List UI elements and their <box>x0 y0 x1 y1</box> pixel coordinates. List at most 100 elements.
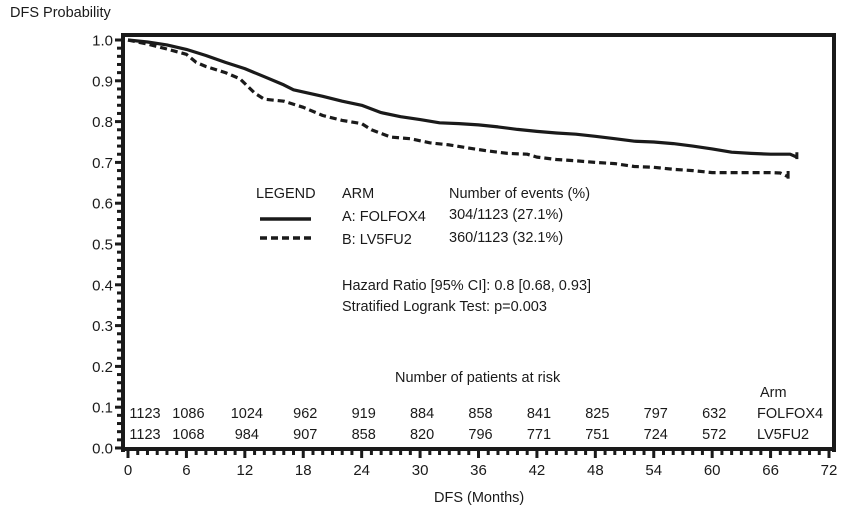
risk-value: 1123 <box>129 427 160 443</box>
x-major-tick <box>769 450 773 458</box>
y-minor-tick <box>117 266 122 270</box>
legend-events-b: 360/1123 (32.1%) <box>449 230 563 246</box>
x-minor-tick <box>623 450 627 455</box>
y-axis-line <box>121 33 125 452</box>
y-major-tick <box>115 160 122 164</box>
y-minor-tick <box>117 258 122 262</box>
y-minor-tick <box>117 356 122 360</box>
x-minor-tick <box>700 450 704 455</box>
x-minor-tick <box>739 450 743 455</box>
x-tick-label: 12 <box>236 462 253 479</box>
y-axis-title: DFS Probability <box>10 5 111 21</box>
x-minor-tick <box>467 450 471 455</box>
x-tick-label: 54 <box>645 462 662 479</box>
x-minor-tick <box>369 450 373 455</box>
y-minor-tick <box>117 226 122 230</box>
x-minor-tick <box>457 450 461 455</box>
x-minor-tick <box>262 450 266 455</box>
y-tick-label: 1.0 <box>92 33 113 50</box>
x-minor-tick <box>330 450 334 455</box>
x-axis-ticks: 0 6 12 18 24 30 36 42 48 54 60 66 72 <box>124 450 837 479</box>
legend-arm-b: B: LV5FU2 <box>342 232 412 248</box>
y-tick-label: 0.4 <box>92 277 113 294</box>
y-tick-label: 0.6 <box>92 196 113 213</box>
y-tick-label: 0.8 <box>92 114 113 131</box>
x-axis-title: DFS (Months) <box>434 490 524 506</box>
y-minor-tick <box>117 291 122 295</box>
x-tick-label: 6 <box>182 462 190 479</box>
x-minor-tick <box>603 450 607 455</box>
y-minor-tick <box>117 332 122 336</box>
x-major-tick <box>243 450 247 458</box>
x-minor-tick <box>340 450 344 455</box>
x-major-tick <box>184 450 188 458</box>
x-minor-tick <box>214 450 218 455</box>
risk-value: 907 <box>293 427 317 443</box>
y-minor-tick <box>117 218 122 222</box>
y-minor-tick <box>117 234 122 238</box>
y-major-tick <box>115 364 122 368</box>
risk-value: 1068 <box>172 427 204 443</box>
y-minor-tick <box>117 95 122 99</box>
risk-value: 841 <box>527 406 551 422</box>
y-minor-tick <box>117 54 122 58</box>
risk-value: 820 <box>410 427 434 443</box>
x-tick-label: 36 <box>470 462 487 479</box>
legend-arm-header: ARM <box>342 186 374 202</box>
x-minor-tick <box>272 450 276 455</box>
x-tick-label: 24 <box>353 462 370 479</box>
x-minor-tick <box>788 450 792 455</box>
risk-value: 632 <box>702 406 726 422</box>
y-minor-tick <box>117 177 122 181</box>
y-major-tick <box>115 324 122 328</box>
hazard-ratio-annotation: Hazard Ratio [95% CI]: 0.8 [0.68, 0.93] <box>342 278 591 294</box>
survival-curves <box>127 38 799 179</box>
y-minor-tick <box>117 275 122 279</box>
y-major-tick <box>115 283 122 287</box>
y-minor-tick <box>117 299 122 303</box>
x-minor-tick <box>486 450 490 455</box>
y-minor-tick <box>117 422 122 426</box>
x-major-tick <box>827 450 831 458</box>
y-major-tick <box>115 38 122 42</box>
x-minor-tick <box>681 450 685 455</box>
risk-value: 1123 <box>129 406 160 422</box>
y-minor-tick <box>117 250 122 254</box>
x-tick-label: 42 <box>529 462 546 479</box>
y-minor-tick <box>117 71 122 75</box>
x-major-tick <box>652 450 656 458</box>
curve-folfox4 <box>127 38 798 159</box>
x-minor-tick <box>525 450 529 455</box>
x-minor-tick <box>165 450 169 455</box>
x-minor-tick <box>613 450 617 455</box>
x-minor-tick <box>379 450 383 455</box>
y-minor-tick <box>117 438 122 442</box>
x-minor-tick <box>545 450 549 455</box>
y-tick-label: 0.9 <box>92 73 113 90</box>
y-minor-tick <box>117 193 122 197</box>
x-minor-tick <box>554 450 558 455</box>
x-major-tick <box>301 450 305 458</box>
x-minor-tick <box>447 450 451 455</box>
x-minor-tick <box>642 450 646 455</box>
risk-arm-label-folfox4: FOLFOX4 <box>757 406 823 422</box>
y-minor-tick <box>117 340 122 344</box>
y-minor-tick <box>117 209 122 213</box>
risk-arm-label-lv5fu2: LV5FU2 <box>757 427 809 443</box>
y-major-tick <box>115 79 122 83</box>
y-tick-label: 0.3 <box>92 318 113 335</box>
risk-table-title: Number of patients at risk <box>395 370 561 386</box>
y-tick-label: 0.2 <box>92 359 113 376</box>
x-major-tick <box>535 450 539 458</box>
risk-table-arm-header: Arm <box>760 385 787 401</box>
x-minor-tick <box>798 450 802 455</box>
y-minor-tick <box>117 62 122 66</box>
risk-value: 572 <box>702 427 726 443</box>
x-major-tick <box>593 450 597 458</box>
risk-value: 797 <box>644 406 668 422</box>
x-minor-tick <box>778 450 782 455</box>
y-minor-tick <box>117 348 122 352</box>
y-minor-tick <box>117 307 122 311</box>
x-minor-tick <box>817 450 821 455</box>
x-minor-tick <box>145 450 149 455</box>
